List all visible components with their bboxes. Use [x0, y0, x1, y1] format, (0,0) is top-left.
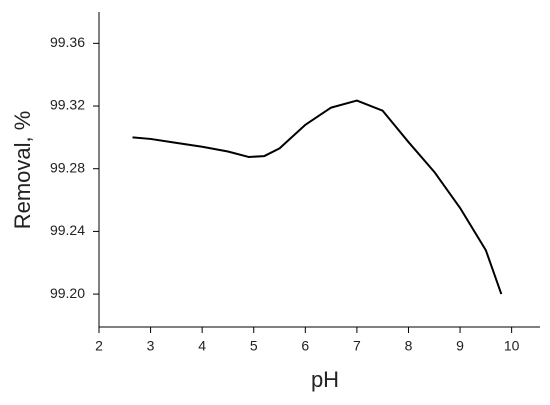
y-tick-label: 99.36 [50, 34, 85, 50]
y-axis-label: Removal, % [10, 111, 35, 230]
x-tick-label: 7 [353, 338, 361, 354]
y-tick-label: 99.24 [50, 222, 85, 238]
x-tick-label: 5 [250, 338, 258, 354]
x-tick-label: 10 [504, 338, 520, 354]
x-tick-label: 4 [198, 338, 206, 354]
x-tick-label: 6 [301, 338, 309, 354]
y-tick-label: 99.32 [50, 97, 85, 113]
x-tick-label: 2 [95, 338, 103, 354]
x-tick-label: 8 [405, 338, 413, 354]
x-tick-label: 9 [456, 338, 464, 354]
data-line [132, 99, 503, 295]
x-axis-label: pH [311, 367, 339, 392]
x-tick-label: 3 [147, 338, 155, 354]
y-tick-label: 99.28 [50, 159, 85, 175]
y-tick-label: 99.20 [50, 285, 85, 301]
